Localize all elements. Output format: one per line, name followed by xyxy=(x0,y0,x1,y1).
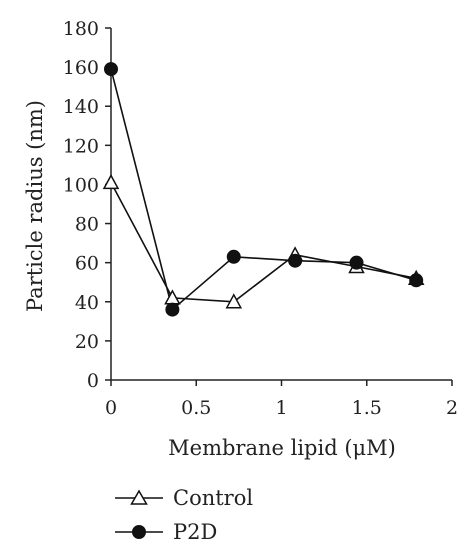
x-tick-label: 1.5 xyxy=(352,397,382,419)
data-point-control xyxy=(225,293,243,309)
data-point-p2d xyxy=(288,253,303,268)
y-tick-label: 80 xyxy=(75,214,99,236)
axes xyxy=(110,28,452,381)
y-axis-title: Particle radius (nm) xyxy=(23,100,47,312)
series-line-p2d xyxy=(110,68,417,312)
y-tick-label: 140 xyxy=(63,96,99,118)
legend-item-p2d: P2D xyxy=(115,520,217,544)
legend-item-control: Control xyxy=(115,486,253,510)
y-tick-label: 20 xyxy=(75,331,99,353)
legend-label-p2d: P2D xyxy=(173,520,217,544)
data-point-control xyxy=(102,173,120,190)
legend-label-control: Control xyxy=(173,486,253,510)
y-tick-label: 100 xyxy=(63,174,99,196)
y-tick-label: 60 xyxy=(75,253,99,275)
legend: Control P2D xyxy=(115,486,253,544)
data-point-p2d xyxy=(349,255,364,270)
x-tick-label: 0 xyxy=(105,397,117,419)
y-tick-label: 160 xyxy=(63,57,99,79)
data-point-p2d xyxy=(104,62,118,77)
legend-marker-p2d xyxy=(132,525,146,539)
y-tick-label: 40 xyxy=(75,292,99,314)
y-tick-label: 120 xyxy=(63,135,99,157)
x-axis-title: Membrane lipid (μM) xyxy=(168,436,396,460)
x-tick-label: 1 xyxy=(275,397,287,419)
series-layer xyxy=(102,62,425,317)
data-point-p2d xyxy=(409,273,424,288)
legend-marker-control xyxy=(130,489,148,505)
series-line-control xyxy=(110,182,417,303)
y-tick-label: 180 xyxy=(63,18,99,40)
data-point-p2d xyxy=(226,249,241,264)
y-ticks: 0 20 40 60 80 100 120 140 160 180 xyxy=(63,18,111,392)
x-tick-label: 2 xyxy=(446,397,458,419)
data-point-p2d xyxy=(165,302,180,317)
x-ticks: 0 0.5 1 1.5 2 xyxy=(105,380,458,419)
x-tick-label: 0.5 xyxy=(181,397,211,419)
y-tick-label: 0 xyxy=(87,370,99,392)
